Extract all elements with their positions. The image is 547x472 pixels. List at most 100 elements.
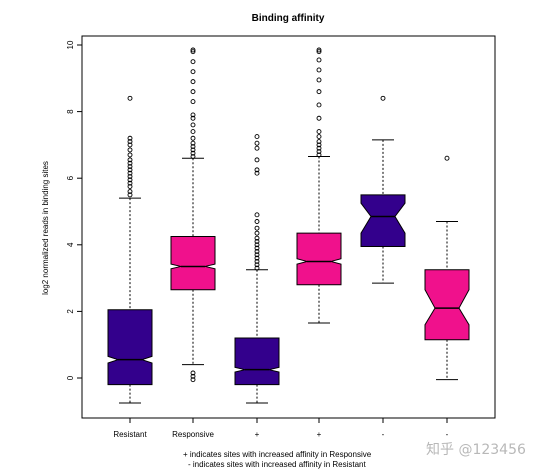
outlier-point bbox=[190, 144, 196, 150]
outlier-point bbox=[190, 122, 196, 128]
outlier-point bbox=[316, 145, 322, 151]
box-2 bbox=[170, 47, 216, 383]
outlier-point bbox=[254, 170, 260, 176]
x-tick-label: + bbox=[255, 430, 260, 439]
box-body bbox=[170, 235, 216, 291]
outlier-point bbox=[254, 140, 260, 146]
outlier-point bbox=[190, 115, 196, 121]
x-tick-label: - bbox=[382, 430, 385, 439]
outlier-point bbox=[190, 140, 196, 146]
outlier-point bbox=[254, 212, 260, 218]
outlier-point bbox=[127, 184, 133, 189]
outlier-point bbox=[127, 189, 133, 194]
box-series bbox=[107, 47, 470, 404]
outlier-point bbox=[254, 134, 260, 140]
outlier-point bbox=[254, 145, 260, 151]
x-axis-labels: Resistant Responsive + + - - bbox=[113, 418, 449, 439]
outlier-point bbox=[190, 112, 196, 118]
outlier-point bbox=[254, 157, 260, 163]
outlier-point bbox=[254, 249, 260, 254]
outlier-point bbox=[254, 167, 260, 173]
outlier-point bbox=[127, 177, 133, 183]
outlier-point bbox=[254, 245, 260, 251]
y-tick-label: 4 bbox=[66, 242, 75, 247]
outlier-point bbox=[316, 57, 322, 63]
outlier-point bbox=[316, 149, 322, 155]
outlier-point bbox=[316, 152, 322, 158]
y-tick-label: 2 bbox=[66, 309, 75, 314]
outlier-point bbox=[316, 89, 322, 95]
y-tick-label: 0 bbox=[66, 375, 75, 380]
outlier-point bbox=[127, 164, 133, 169]
outlier-point bbox=[190, 129, 196, 135]
outlier-point bbox=[316, 67, 322, 73]
watermark-text: 知乎 @123456 bbox=[426, 441, 526, 458]
outlier-point bbox=[254, 259, 260, 264]
note-minus: - indicates sites with increased affinit… bbox=[188, 460, 366, 469]
outlier-point bbox=[190, 370, 196, 376]
outlier-point bbox=[316, 47, 322, 53]
outlier-point bbox=[127, 180, 133, 186]
outlier-point bbox=[380, 95, 386, 101]
outlier-point bbox=[316, 49, 322, 55]
box-5 bbox=[360, 95, 406, 284]
outlier-point bbox=[190, 147, 196, 153]
outlier-point bbox=[190, 69, 196, 75]
outlier-point bbox=[190, 150, 196, 156]
outlier-point bbox=[127, 192, 133, 198]
outlier-point bbox=[190, 154, 196, 160]
outlier-point bbox=[254, 265, 260, 271]
outlier-point bbox=[254, 235, 260, 241]
box-1 bbox=[107, 95, 153, 404]
outlier-point bbox=[127, 147, 133, 153]
outlier-point bbox=[190, 89, 196, 95]
outlier-point bbox=[190, 99, 196, 105]
outlier-point bbox=[254, 252, 260, 258]
box-body bbox=[296, 232, 342, 286]
outlier-point bbox=[254, 262, 260, 268]
box-body bbox=[234, 337, 280, 386]
outlier-point bbox=[254, 239, 260, 244]
x-tick-label: Resistant bbox=[113, 430, 147, 439]
outlier-point bbox=[127, 160, 133, 166]
outlier-point bbox=[190, 47, 196, 53]
outlier-point bbox=[190, 49, 196, 55]
box-body bbox=[360, 194, 406, 247]
outlier-point bbox=[316, 115, 322, 121]
outlier-point bbox=[254, 230, 260, 236]
outlier-point bbox=[127, 95, 133, 101]
box-4 bbox=[296, 47, 342, 324]
outlier-point bbox=[190, 59, 196, 65]
outlier-point bbox=[127, 167, 133, 173]
outlier-point bbox=[190, 79, 196, 85]
outlier-point bbox=[190, 373, 196, 379]
outlier-point bbox=[254, 255, 260, 261]
box-6 bbox=[424, 155, 470, 381]
outlier-point bbox=[254, 219, 260, 224]
outlier-point bbox=[444, 155, 450, 161]
outlier-point bbox=[127, 142, 133, 148]
x-tick-label: - bbox=[446, 430, 449, 439]
y-tick-label: 10 bbox=[66, 40, 75, 49]
outlier-point bbox=[254, 242, 260, 248]
outlier-point bbox=[127, 139, 133, 145]
outlier-point bbox=[190, 135, 196, 141]
outlier-point bbox=[127, 174, 133, 179]
y-axis-label: log2 normalized reads in binding sites bbox=[41, 161, 50, 295]
box-3 bbox=[234, 134, 280, 404]
outlier-point bbox=[127, 157, 133, 163]
x-tick-label: + bbox=[317, 430, 322, 439]
outlier-point bbox=[127, 170, 133, 176]
box-body bbox=[424, 269, 470, 341]
outlier-point bbox=[316, 77, 322, 83]
box-body bbox=[107, 309, 153, 386]
y-tick-label: 6 bbox=[66, 175, 75, 180]
chart-title: Binding affinity bbox=[252, 13, 325, 24]
outlier-point bbox=[127, 135, 133, 141]
outlier-point bbox=[190, 377, 196, 383]
outlier-point bbox=[316, 129, 322, 135]
outlier-point bbox=[127, 152, 133, 158]
note-plus: + indicates sites with increased affinit… bbox=[183, 450, 372, 459]
x-tick-label: Responsive bbox=[172, 430, 214, 439]
